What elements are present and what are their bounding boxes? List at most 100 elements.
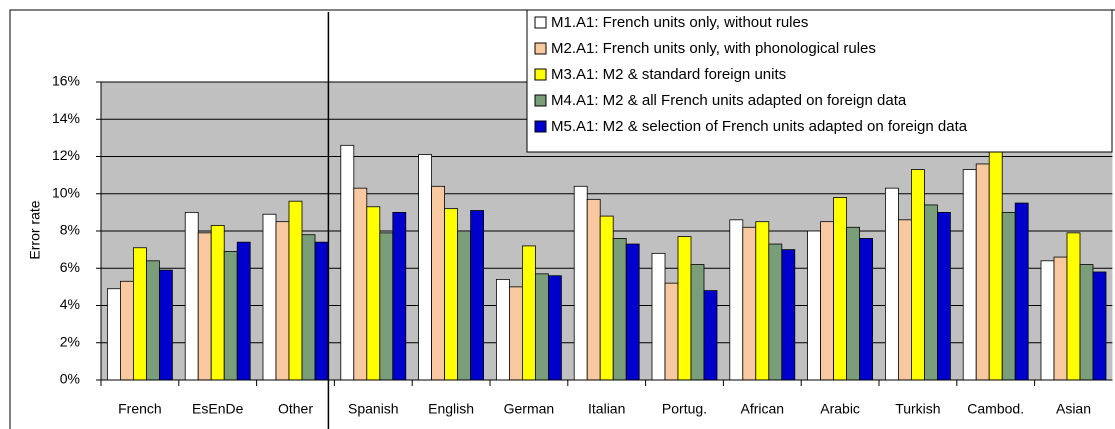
bar bbox=[340, 144, 355, 381]
legend-label: M5.A1: M2 & selection of French units ad… bbox=[551, 118, 968, 135]
bar bbox=[431, 185, 446, 381]
bar bbox=[988, 144, 1003, 381]
legend-swatch bbox=[534, 120, 547, 133]
x-tick-label: Arabic bbox=[820, 401, 860, 417]
bar bbox=[535, 273, 549, 381]
bar bbox=[625, 243, 640, 381]
bar bbox=[301, 234, 316, 381]
bar bbox=[755, 221, 770, 381]
x-tick-label: Portug. bbox=[662, 401, 707, 417]
bar bbox=[677, 236, 692, 381]
bar bbox=[548, 275, 562, 381]
bar bbox=[975, 163, 990, 381]
bar bbox=[107, 288, 121, 381]
bar bbox=[937, 211, 951, 381]
bar bbox=[197, 232, 212, 381]
bar bbox=[586, 198, 601, 381]
bar bbox=[522, 245, 536, 381]
bar bbox=[353, 187, 368, 381]
bar bbox=[1053, 256, 1068, 381]
y-tick-label: 8% bbox=[60, 222, 80, 238]
y-tick-label: 12% bbox=[52, 147, 80, 163]
bar bbox=[120, 280, 134, 381]
bar bbox=[444, 208, 459, 381]
legend-label: M2.A1: French units only, with phonologi… bbox=[551, 40, 876, 57]
y-tick-label: 6% bbox=[60, 259, 80, 275]
bar bbox=[158, 269, 173, 381]
legend: M1.A1: French units only, without rules M… bbox=[526, 9, 1113, 153]
legend-swatch bbox=[534, 16, 547, 29]
bar bbox=[366, 206, 381, 381]
bar bbox=[833, 197, 847, 381]
y-axis-label: Error rate bbox=[27, 200, 43, 259]
x-tick-label: Spanish bbox=[348, 401, 399, 417]
bar bbox=[651, 252, 666, 381]
bar bbox=[1079, 264, 1094, 381]
x-tick-label: Asian bbox=[1056, 401, 1091, 417]
x-tick-label: Turkish bbox=[895, 401, 940, 417]
bar bbox=[729, 219, 744, 381]
y-tick-label: 2% bbox=[60, 333, 80, 349]
legend-box bbox=[526, 9, 1113, 153]
bar bbox=[768, 243, 783, 381]
bar bbox=[820, 221, 834, 381]
bar bbox=[1092, 271, 1107, 381]
legend-swatch bbox=[534, 68, 547, 81]
y-tick-label: 4% bbox=[60, 296, 80, 312]
bar bbox=[859, 238, 873, 381]
bar bbox=[508, 286, 523, 381]
bar bbox=[703, 290, 718, 381]
x-tick-label: French bbox=[118, 401, 162, 417]
bar bbox=[781, 249, 796, 381]
bar bbox=[236, 241, 251, 381]
bar bbox=[573, 185, 588, 381]
legend-label: M1.A1: French units only, without rules bbox=[551, 14, 808, 31]
bar bbox=[911, 169, 925, 381]
bar bbox=[132, 247, 147, 381]
bar bbox=[1066, 232, 1081, 381]
x-tick-label: Cambod. bbox=[967, 401, 1024, 417]
bar bbox=[664, 282, 679, 381]
bar bbox=[846, 226, 860, 381]
bar bbox=[495, 279, 510, 381]
bar bbox=[1040, 260, 1055, 381]
legend-label: M4.A1: M2 & all French units adapted on … bbox=[551, 92, 907, 109]
legend-swatch bbox=[534, 94, 547, 107]
x-tick-label: African bbox=[741, 401, 785, 417]
y-tick-label: 0% bbox=[60, 371, 80, 387]
bar bbox=[470, 210, 485, 381]
bar bbox=[223, 251, 238, 381]
bar bbox=[379, 232, 394, 381]
bar bbox=[262, 213, 277, 381]
bar bbox=[885, 187, 899, 381]
bar bbox=[962, 169, 977, 381]
bar bbox=[807, 230, 821, 381]
y-tick-label: 14% bbox=[52, 110, 80, 126]
bar bbox=[690, 264, 705, 381]
bar bbox=[924, 204, 938, 381]
x-tick-label: Other bbox=[278, 401, 313, 417]
y-tick-label: 16% bbox=[52, 73, 80, 89]
x-tick-label: Italian bbox=[588, 401, 625, 417]
bar bbox=[898, 219, 912, 381]
bar bbox=[457, 230, 472, 381]
bar bbox=[1001, 211, 1016, 381]
bar bbox=[314, 241, 329, 381]
bar bbox=[275, 221, 290, 381]
x-tick-label: EsEnDe bbox=[192, 401, 244, 417]
bar bbox=[1014, 202, 1029, 381]
bar bbox=[288, 200, 303, 381]
bar bbox=[145, 260, 160, 381]
bar bbox=[392, 211, 407, 381]
bar bbox=[210, 225, 225, 381]
x-tick-label: English bbox=[428, 401, 474, 417]
y-tick-label: 10% bbox=[52, 184, 80, 200]
bar bbox=[418, 154, 433, 381]
x-tick-label: German bbox=[504, 401, 555, 417]
bar bbox=[599, 215, 614, 381]
bar bbox=[612, 238, 627, 381]
legend-swatch bbox=[534, 42, 547, 55]
bar bbox=[742, 226, 757, 381]
bar bbox=[184, 211, 199, 381]
